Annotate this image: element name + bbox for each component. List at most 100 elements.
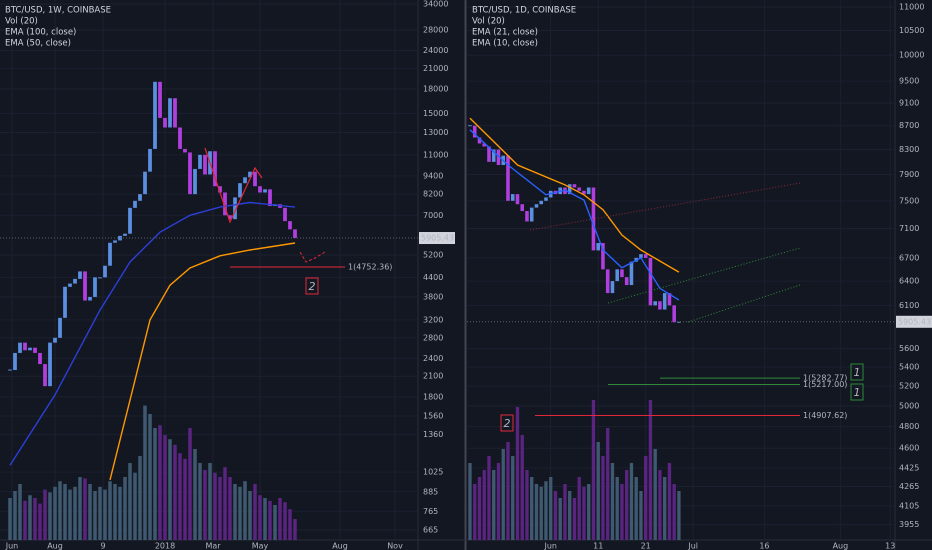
candle — [629, 261, 634, 286]
volume-bar — [68, 489, 72, 540]
annotation: 2 — [504, 417, 511, 430]
candle — [63, 286, 67, 318]
volume-bar — [188, 428, 192, 540]
symbol-title: BTC/USD, 1W, COINBASE — [5, 6, 111, 16]
volume-bar — [233, 484, 237, 540]
volume-bar — [582, 486, 586, 540]
y-tick-label: 665 — [423, 525, 438, 534]
candle — [83, 271, 87, 301]
x-tick-label: Aug — [332, 542, 348, 550]
candle — [586, 187, 591, 195]
candle — [605, 269, 610, 294]
volume-bar — [108, 481, 112, 540]
x-tick-label: 9 — [100, 542, 105, 550]
volume-bar — [648, 400, 653, 540]
candle — [248, 171, 252, 178]
y-tick-label: 7500 — [899, 196, 919, 205]
y-tick-label: 21000 — [423, 64, 448, 73]
drawings — [204, 147, 801, 323]
volume-bar — [553, 491, 558, 540]
candle — [582, 190, 586, 195]
volume-bar — [629, 463, 634, 540]
y-tick-label: 3800 — [423, 292, 443, 301]
volume-bar — [620, 484, 624, 540]
candle — [639, 254, 643, 258]
candle — [620, 269, 624, 278]
candle — [203, 154, 207, 175]
volume-bar — [153, 428, 157, 540]
pane: 11000 10500 10000 9500 9100 8700 8300 7900 7500 7… — [467, 0, 932, 550]
candle — [293, 229, 297, 239]
y-tick-label: 5000 — [899, 402, 919, 411]
y-tick-label: 4105 — [899, 501, 919, 510]
volume-bar — [253, 484, 257, 540]
x-tick-label: Aug — [47, 542, 63, 550]
candle — [73, 278, 77, 284]
volume-bar — [487, 456, 491, 540]
candle — [163, 117, 167, 128]
volume-bar — [173, 444, 177, 540]
volume-bar — [525, 470, 529, 540]
candle — [58, 317, 62, 338]
volume-bar — [223, 467, 227, 540]
volume-bar — [558, 498, 562, 540]
candle — [18, 342, 22, 353]
trend-line — [607, 247, 801, 304]
candle — [173, 98, 177, 128]
y-tick-label: 8700 — [899, 121, 919, 130]
candle — [268, 189, 272, 207]
volume-bar — [501, 449, 505, 540]
y-tick-label: 7900 — [899, 170, 919, 179]
volume-bar — [33, 498, 37, 540]
candle — [515, 194, 520, 205]
x-tick-label: Aug — [833, 542, 849, 550]
candle — [610, 281, 615, 294]
projection-arrow — [299, 251, 326, 263]
price-tag-label: 5905.43 — [421, 234, 454, 243]
candle — [677, 321, 681, 323]
y-tick-label: 8200 — [423, 190, 443, 199]
annotation-box — [850, 383, 864, 401]
candle — [567, 184, 572, 195]
candle — [529, 207, 534, 222]
annotation: 2 — [309, 280, 316, 293]
volume-bar — [13, 491, 17, 540]
indicator-legend: EMA (21, close) — [472, 28, 538, 38]
candle — [534, 204, 539, 208]
candle — [103, 265, 107, 278]
volume-bar — [8, 498, 12, 540]
volume-bar — [158, 425, 162, 540]
y-tick-label: 9400 — [423, 171, 443, 180]
candle — [667, 293, 672, 306]
y-tick-label: 2800 — [423, 333, 443, 342]
volume-bar — [18, 484, 22, 540]
candle — [13, 352, 17, 371]
candle — [243, 177, 247, 184]
price-tag — [896, 315, 932, 328]
volume-bar — [530, 477, 534, 540]
candle — [48, 342, 52, 387]
volume-bar — [653, 449, 657, 540]
volume-bar — [43, 489, 47, 540]
volume-bar — [228, 477, 232, 540]
candle — [577, 187, 581, 191]
volume-bar — [634, 477, 638, 540]
volume-bar — [48, 492, 52, 540]
volume-bar — [218, 477, 222, 540]
y-tick-label: 1800 — [423, 392, 443, 401]
candle — [468, 125, 472, 127]
ema-line — [9, 201, 296, 466]
y-tick-label: 10500 — [899, 26, 924, 35]
y-tick-label: 18000 — [423, 85, 448, 94]
volume-bar — [468, 463, 472, 540]
annotation-box — [850, 363, 864, 381]
y-tick-label: 2400 — [423, 354, 443, 363]
indicator-legend: EMA (100, close) — [5, 28, 76, 38]
volume-bar — [93, 491, 97, 540]
y-tick-label: 9500 — [899, 77, 919, 86]
volume-bar — [283, 502, 287, 540]
candle — [615, 269, 619, 282]
annotation: 1 — [854, 366, 861, 379]
price-tag-label: 5905.43 — [898, 317, 931, 326]
